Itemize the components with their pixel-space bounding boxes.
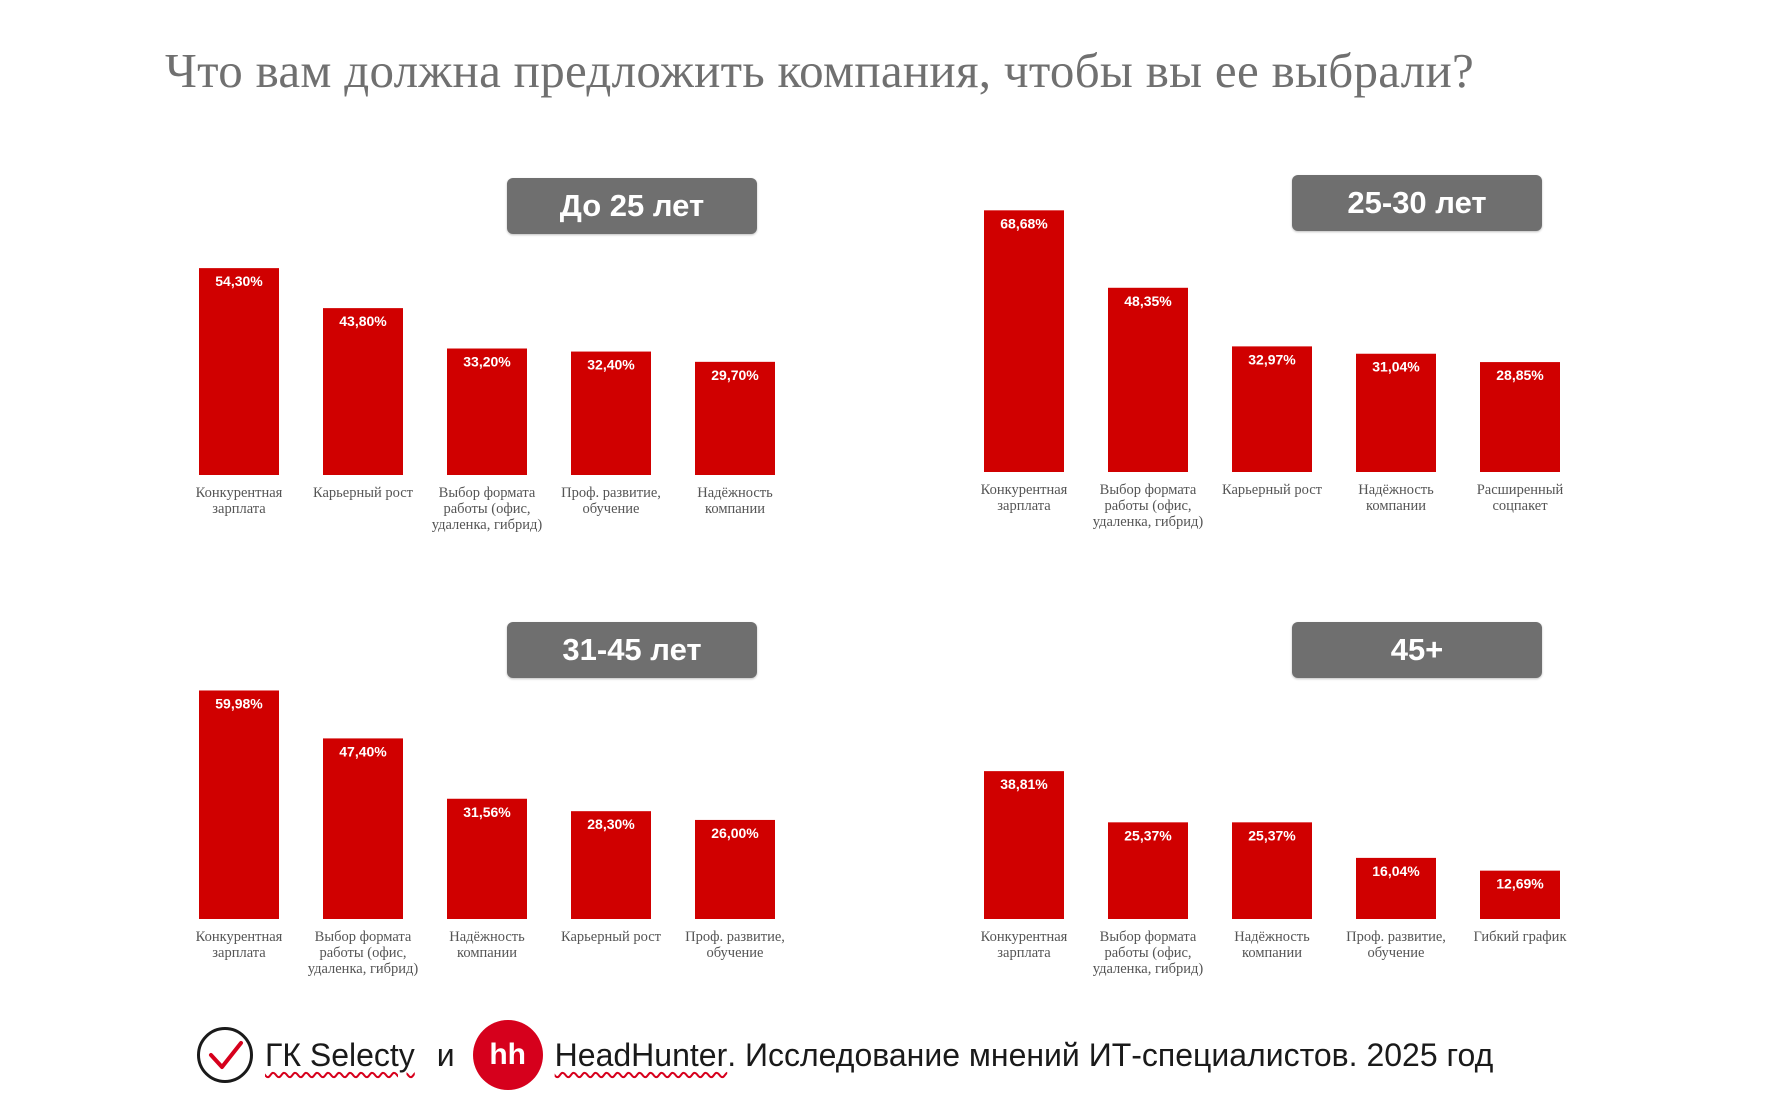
bar-chart: 59,98% 47,40% 31,56% 28,30% 26,00% — [199, 690, 775, 919]
category-label: Проф. развитие, обучение — [561, 485, 661, 517]
age-badge: 31-45 лет — [507, 622, 757, 678]
data-label: 48,35% — [1124, 293, 1172, 309]
footer: ГК Selecty и hh HeadHunter . Исследовани… — [197, 1020, 1617, 1090]
category-label: Карьерный рост — [1222, 482, 1322, 498]
bar-chart: 54,30% 43,80% 33,20% 32,40% 29,70% — [199, 268, 775, 475]
category-label: Карьерный рост — [561, 929, 661, 945]
bar — [323, 738, 403, 919]
bar — [1108, 822, 1188, 919]
category-label: Надёжность компании — [1358, 482, 1434, 514]
bar — [571, 351, 651, 475]
category-label: Конкурентная зарплата — [980, 929, 1068, 961]
category-label: Конкурентная зарплата — [195, 485, 283, 517]
bar — [1480, 870, 1560, 919]
data-label: 47,40% — [339, 743, 387, 759]
footer-text: . Исследование мнений ИТ-специалистов. 2… — [727, 1036, 1494, 1073]
bar-chart: 38,81% 25,37% 25,37% 16,04% 12,69% — [984, 771, 1560, 919]
category-label: Гибкий график — [1473, 929, 1567, 945]
data-label: 16,04% — [1372, 863, 1420, 879]
page-title: Что вам должна предложить компания, чтоб… — [165, 43, 1475, 98]
category-label: Надёжность компании — [449, 929, 525, 961]
bar — [1232, 822, 1312, 919]
conjunction: и — [436, 1036, 455, 1073]
bar — [571, 811, 651, 919]
category-label: Расширенный соцпакет — [1476, 482, 1564, 514]
bar — [1108, 287, 1188, 472]
hh-logo: hh — [472, 1020, 543, 1090]
age-badge: 45+ — [1292, 622, 1542, 678]
data-label: 25,37% — [1124, 827, 1172, 843]
data-label: 12,69% — [1496, 876, 1544, 892]
category-label: Выбор формата работы (офис, удаленка, ги… — [307, 929, 419, 977]
data-label: 38,81% — [1000, 776, 1048, 792]
age-badge: До 25 лет — [507, 178, 757, 234]
data-label: 28,30% — [587, 816, 635, 832]
bar-chart: 68,68% 48,35% 32,97% 31,04% 28,85% — [984, 210, 1560, 472]
chart-panel-25-30: 25-30 лет 68,68% 48,35% 32,97% 31,04% 28,85%… — [955, 175, 1655, 555]
bar — [695, 361, 775, 475]
data-label: 59,98% — [215, 695, 263, 711]
category-label: Конкурентная зарплата — [980, 482, 1068, 514]
data-label: 31,04% — [1372, 359, 1420, 375]
data-label: 28,85% — [1496, 367, 1544, 383]
chart-panel-under-25: До 25 лет 54,30% 43,80% 33,20% 32,40% 29,70%… — [170, 178, 870, 558]
category-label: Выбор формата работы (офис, удаленка, ги… — [1092, 929, 1204, 977]
data-label: 25,37% — [1248, 827, 1296, 843]
bar — [984, 771, 1064, 919]
category-label: Выбор формата работы (офис, удаленка, ги… — [431, 485, 543, 533]
data-label: 29,70% — [711, 367, 759, 383]
checkmark-circle-icon — [197, 1027, 253, 1083]
bar — [323, 308, 403, 475]
data-label: 26,00% — [711, 825, 759, 841]
bar — [1356, 353, 1436, 472]
data-label: 43,80% — [339, 313, 387, 329]
category-label: Проф. развитие, обучение — [685, 929, 785, 961]
category-label: Конкурентная зарплата — [195, 929, 283, 961]
category-label: Проф. развитие, обучение — [1346, 929, 1446, 961]
bar — [447, 348, 527, 475]
headhunter-brand: HeadHunter — [554, 1036, 728, 1073]
bar — [447, 798, 527, 919]
bar — [199, 268, 279, 475]
bar — [984, 210, 1064, 472]
chart-panel-31-45: 31-45 лет 59,98% 47,40% 31,56% 28,30% 26,00%… — [170, 622, 870, 1002]
bar — [1356, 857, 1436, 919]
category-label: Карьерный рост — [313, 485, 413, 501]
data-label: 32,97% — [1248, 351, 1296, 367]
bar — [695, 819, 775, 919]
category-label: Надёжность компании — [697, 485, 773, 517]
data-label: 33,20% — [463, 354, 511, 370]
bar — [199, 690, 279, 919]
data-label: 68,68% — [1000, 215, 1048, 231]
bar — [1232, 346, 1312, 472]
bar — [1480, 362, 1560, 472]
category-label: Выбор формата работы (офис, удаленка, ги… — [1092, 482, 1204, 530]
data-label: 54,30% — [215, 273, 263, 289]
selecty-brand: ГК Selecty — [265, 1036, 415, 1073]
data-label: 31,56% — [463, 804, 511, 820]
age-badge: 25-30 лет — [1292, 175, 1542, 231]
chart-panel-45-plus: 45+ 38,81% 25,37% 25,37% 16,04% 12,69% Конку… — [955, 622, 1655, 1002]
category-label: Надёжность компании — [1234, 929, 1310, 961]
data-label: 32,40% — [587, 357, 635, 373]
